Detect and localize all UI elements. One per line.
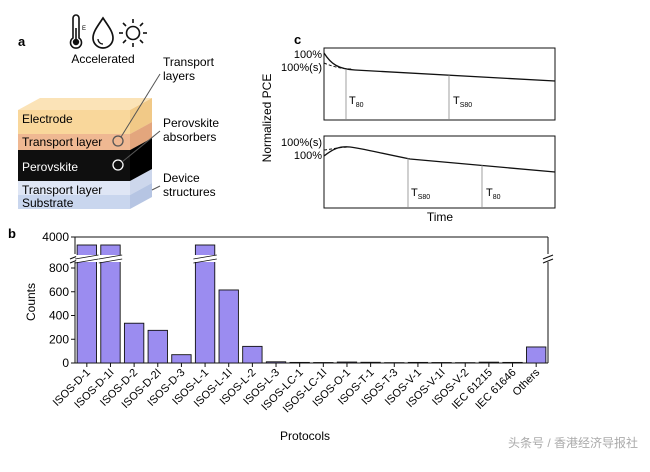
electrode-layer-top xyxy=(18,98,152,110)
watermark: 头条号 / 香港经济导报社 xyxy=(508,435,638,450)
x-tick-label: Others xyxy=(510,366,542,398)
bar xyxy=(361,362,380,363)
y-tick-label: 4000 xyxy=(42,230,69,244)
bar-chart: 02004006008004000ISOS-D-1ISOS-D-1IISOS-D… xyxy=(42,230,553,415)
panel-c-bottom-ts80-label: TS80 xyxy=(411,187,430,201)
panel-c-bottom-label-100s: 100%(s) xyxy=(281,137,322,149)
panel-c-top-frame xyxy=(324,48,555,120)
panel-label-a: a xyxy=(18,34,26,49)
panel-c-bottom-t80-label: T80 xyxy=(486,187,501,201)
y-tick-label: 200 xyxy=(49,332,69,346)
callout-transport: Transport layers xyxy=(163,55,217,83)
panel-c: c Normalized PCE 100% 100%(s) T80 TS80 1… xyxy=(260,32,555,224)
y-tick-label: 600 xyxy=(49,285,69,299)
layer-label-electrode: Electrode xyxy=(22,112,73,126)
panel-c-ylabel: Normalized PCE xyxy=(260,74,274,163)
bar xyxy=(148,330,167,363)
bar xyxy=(337,362,356,363)
layer-label-perovskite: Perovskite xyxy=(22,160,78,174)
callout-absorbers: Perovskite absorbers xyxy=(163,116,222,144)
callout-device: Device structures xyxy=(163,171,216,199)
panel-a: a E Accelerated xyxy=(18,15,222,210)
panel-c-bottom-label-100: 100% xyxy=(294,150,322,162)
bar xyxy=(124,323,143,363)
bar xyxy=(172,355,191,363)
sun-icon xyxy=(119,19,147,47)
layer-label-substrate: Substrate xyxy=(22,196,74,210)
panel-c-top-label-100s: 100%(s) xyxy=(281,62,322,74)
bar xyxy=(526,347,545,363)
panel-c-xlabel: Time xyxy=(427,210,454,224)
bar xyxy=(266,362,285,363)
panel-label-b: b xyxy=(8,226,16,241)
bar xyxy=(290,362,309,363)
chart-xlabel: Protocols xyxy=(280,429,330,443)
chart-ylabel: Counts xyxy=(24,283,38,321)
y-tick-label: 800 xyxy=(49,261,69,275)
panel-c-top-t80-label: T80 xyxy=(349,95,364,109)
layer-label-transport-top: Transport layer xyxy=(22,135,102,149)
bar xyxy=(243,346,262,363)
thermometer-letter: E xyxy=(82,26,86,32)
panel-c-top-label-100: 100% xyxy=(294,49,322,61)
axis-break-right-a xyxy=(543,255,553,259)
accelerated-label: Accelerated xyxy=(71,52,134,66)
water-drop-icon xyxy=(93,18,113,48)
bar xyxy=(195,245,214,363)
thermometer-icon xyxy=(71,15,82,48)
panel-c-top-solid-curve xyxy=(324,53,555,81)
y-tick-label: 0 xyxy=(62,356,69,370)
y-tick-label: 400 xyxy=(49,309,69,323)
bar xyxy=(219,290,238,363)
bar xyxy=(77,245,96,363)
layer-label-transport-bottom: Transport layer xyxy=(22,183,102,197)
panel-c-top-ts80-label: TS80 xyxy=(453,95,472,109)
bar xyxy=(101,245,120,363)
panel-c-bottom-solid-curve xyxy=(324,147,555,172)
bar xyxy=(408,362,427,363)
bar xyxy=(503,362,522,363)
panel-c-bottom-frame xyxy=(324,136,555,208)
bar xyxy=(479,362,498,363)
callout-leader-device xyxy=(152,186,160,190)
panel-label-c: c xyxy=(294,32,301,47)
panel-b: b Counts Protocols 02004006008004000ISOS… xyxy=(8,226,553,443)
